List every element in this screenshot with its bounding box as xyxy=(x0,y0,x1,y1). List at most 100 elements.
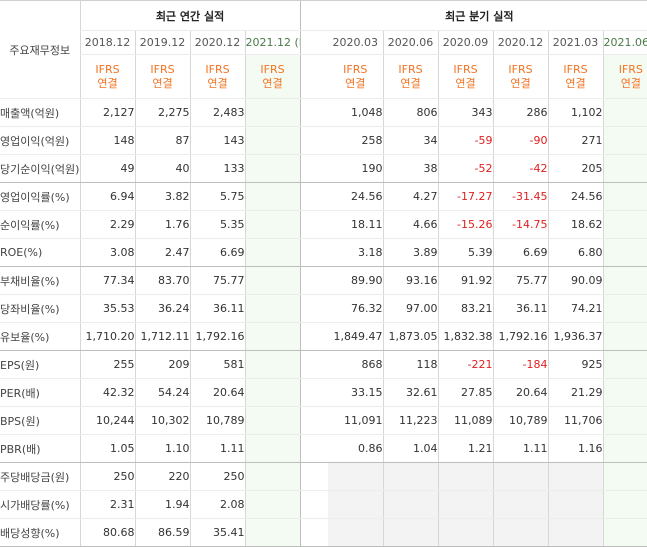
table-row: 주당배당금(원) 250 220 250 xyxy=(0,462,647,491)
annual-value-cell: 2,483 xyxy=(189,98,245,127)
quarterly-period-header: 2021.03 xyxy=(547,30,604,55)
accounting-standard-label: IFRS xyxy=(260,62,285,76)
quarterly-value-cell: 286 xyxy=(492,98,549,127)
table-row: 시가배당률(%) 2.31 1.94 2.08 xyxy=(0,490,647,519)
table-row: 매출액(억원) 2,127 2,275 2,483 1,048 806 343 286 1,10… xyxy=(0,98,647,127)
quarterly-value-cell: 89.90 xyxy=(328,266,384,295)
quarterly-value-cell: -15.26 xyxy=(437,210,494,239)
spacer-cell xyxy=(299,294,329,323)
quarterly-value-cell: 36.11 xyxy=(492,294,549,323)
quarterly-value-cell xyxy=(602,406,647,435)
quarterly-value-cell: 90.09 xyxy=(547,266,604,295)
quarterly-value-cell: 1,936.37 xyxy=(547,322,604,351)
annual-value-cell xyxy=(244,322,301,351)
accounting-basis-cell: IFRS 연결 xyxy=(134,54,190,99)
quarterly-value-cell xyxy=(437,518,494,547)
spacer-cell xyxy=(299,490,329,519)
quarterly-value-cell xyxy=(547,518,604,547)
annual-value-cell: 1.05 xyxy=(79,434,135,463)
annual-value-cell: 36.11 xyxy=(189,294,245,323)
spacer-cell xyxy=(299,518,329,547)
row-label: 주당배당금(원) xyxy=(0,462,80,491)
quarterly-value-cell: 24.56 xyxy=(328,182,384,211)
quarterly-period-header: 2020.12 xyxy=(492,30,549,55)
spacer-cell xyxy=(299,406,329,435)
annual-value-cell: 2,275 xyxy=(134,98,190,127)
table-row: 배당성향(%) 80.68 86.59 35.41 xyxy=(0,518,647,547)
annual-value-cell: 49 xyxy=(79,154,135,183)
quarterly-value-cell xyxy=(602,378,647,407)
quarterly-value-cell: 21.29 xyxy=(547,378,604,407)
consolidation-label: 연결 xyxy=(565,76,586,90)
quarterly-value-cell: 1,102 xyxy=(547,98,604,127)
quarterly-value-cell xyxy=(492,518,549,547)
quarterly-value-cell: -31.45 xyxy=(492,182,549,211)
quarterly-value-cell: 1.16 xyxy=(547,434,604,463)
annual-period-header: 2018.12 xyxy=(79,30,135,55)
annual-value-cell: 1,792.16 xyxy=(189,322,245,351)
annual-value-cell: 1,710.20 xyxy=(79,322,135,351)
accounting-standard-label: IFRS xyxy=(453,62,478,76)
quarterly-value-cell: 34 xyxy=(382,126,439,155)
annual-value-cell: 42.32 xyxy=(79,378,135,407)
spacer-cell xyxy=(299,126,329,155)
row-label: 부채비율(%) xyxy=(0,266,80,295)
annual-value-cell: 35.41 xyxy=(189,518,245,547)
quarterly-value-cell: 3.18 xyxy=(328,238,384,267)
quarterly-value-cell: 83.21 xyxy=(437,294,494,323)
annual-value-cell xyxy=(244,98,301,127)
quarterly-value-cell: 74.21 xyxy=(547,294,604,323)
annual-group-title: 최근 연간 실적 xyxy=(79,0,301,31)
annual-value-cell: 143 xyxy=(189,126,245,155)
row-label: 당기순이익(억원) xyxy=(0,154,80,183)
quarterly-value-cell xyxy=(602,266,647,295)
accounting-basis-cell: IFRS 연결 xyxy=(492,54,549,99)
annual-value-cell: 250 xyxy=(189,462,245,491)
accounting-standard-label: IFRS xyxy=(150,62,175,76)
quarterly-value-cell xyxy=(437,462,494,491)
annual-value-cell xyxy=(244,406,301,435)
quarterly-value-cell: 806 xyxy=(382,98,439,127)
quarterly-value-cell xyxy=(602,434,647,463)
annual-value-cell: 1.10 xyxy=(134,434,190,463)
quarterly-value-cell: 27.85 xyxy=(437,378,494,407)
table-row: 부채비율(%) 77.34 83.70 75.77 89.90 93.16 91.92 75.… xyxy=(0,266,647,295)
row-label: 배당성향(%) xyxy=(0,518,80,547)
spacer-cell xyxy=(299,98,329,127)
row-label: 영업이익률(%) xyxy=(0,182,80,211)
annual-value-cell: 220 xyxy=(134,462,190,491)
accounting-basis-cell: IFRS 연결 xyxy=(382,54,439,99)
consolidation-label: 연결 xyxy=(510,76,531,90)
annual-value-cell xyxy=(244,350,301,379)
spacer-cell xyxy=(299,210,329,239)
quarterly-value-cell xyxy=(602,322,647,351)
spacer-cell xyxy=(299,54,329,99)
spacer-cell xyxy=(299,30,329,55)
quarterly-value-cell xyxy=(492,462,549,491)
consolidation-label: 연결 xyxy=(207,76,228,90)
quarterly-value-cell: 91.92 xyxy=(437,266,494,295)
quarterly-value-cell: 97.00 xyxy=(382,294,439,323)
quarterly-value-cell: 190 xyxy=(328,154,384,183)
table-row: 영업이익(억원) 148 87 143 258 34 -59 -90 271 xyxy=(0,126,647,155)
annual-value-cell: 20.64 xyxy=(189,378,245,407)
table-row: ROE(%) 3.08 2.47 6.69 3.18 3.89 5.39 6.69 6.80 xyxy=(0,238,647,267)
annual-value-cell: 1.76 xyxy=(134,210,190,239)
table-row: 유보율(%) 1,710.20 1,712.11 1,792.16 1,849.47 1,… xyxy=(0,322,647,351)
quarterly-value-cell: -52 xyxy=(437,154,494,183)
quarterly-value-cell: 868 xyxy=(328,350,384,379)
quarterly-value-cell: 4.27 xyxy=(382,182,439,211)
accounting-standard-label: IFRS xyxy=(95,62,120,76)
quarterly-value-cell: 11,091 xyxy=(328,406,384,435)
quarterly-value-cell: 271 xyxy=(547,126,604,155)
quarterly-value-cell: 118 xyxy=(382,350,439,379)
annual-value-cell: 3.82 xyxy=(134,182,190,211)
accounting-basis-cell: IFRS 연결 xyxy=(602,54,647,99)
quarterly-value-cell: 1.11 xyxy=(492,434,549,463)
row-label: BPS(원) xyxy=(0,406,80,435)
quarterly-value-cell xyxy=(547,462,604,491)
quarterly-value-cell: 75.77 xyxy=(492,266,549,295)
quarterly-value-cell xyxy=(382,462,439,491)
row-label: ROE(%) xyxy=(0,238,80,267)
